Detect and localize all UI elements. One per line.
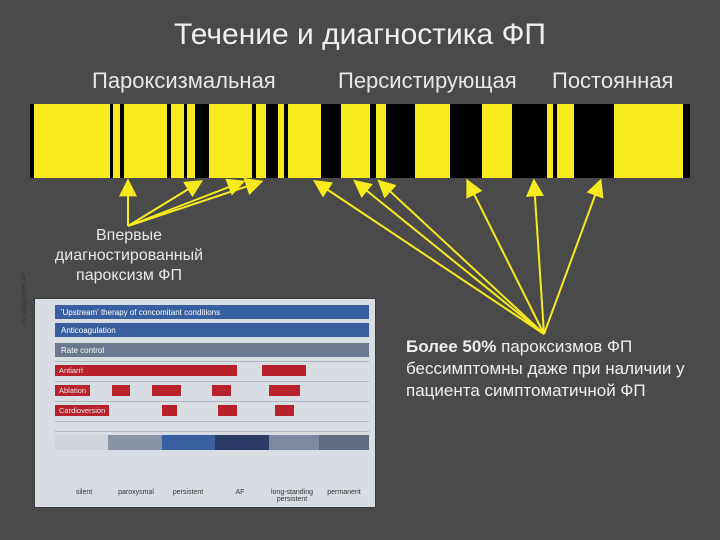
chart-block — [112, 385, 131, 396]
phase-label-permanent: Постоянная — [552, 68, 673, 94]
barcode-segment — [34, 104, 110, 178]
chart-x-labels: silentparoxysmalpersistentAFlong-standin… — [59, 489, 369, 503]
barcode-segment — [574, 104, 614, 178]
chart-block — [275, 405, 294, 416]
phase-label-persistent: Персистирующая — [338, 68, 517, 94]
therapy-timeline-chart: 1st diagnosed AF 'Upstream' therapy of c… — [34, 298, 376, 508]
barcode-segment — [450, 104, 482, 178]
barcode-segment — [195, 104, 210, 178]
barcode-segment — [266, 104, 279, 178]
caption-first-diagnosed: Впервые диагностированный пароксизм ФП — [44, 226, 214, 286]
chart-x-label: permanent — [319, 489, 369, 503]
barcode-segment — [482, 104, 512, 178]
barcode-segment — [187, 104, 195, 178]
chart-rate-band: Rate control — [55, 343, 369, 357]
chart-gridline — [55, 431, 369, 432]
caption-line: диагностированный — [55, 247, 203, 264]
caption-line: Впервые — [96, 227, 162, 244]
chart-block — [212, 385, 231, 396]
barcode-segment — [321, 104, 341, 178]
phase-label-paroxysmal: Пароксизмальная — [92, 68, 276, 94]
arrow — [356, 182, 544, 334]
barcode-segment — [113, 104, 120, 178]
barcode-segment — [614, 104, 683, 178]
caption-line: пароксизм ФП — [76, 267, 182, 284]
chart-x-label: paroxysmal — [111, 489, 161, 503]
arrow — [468, 182, 544, 334]
chart-block — [218, 405, 237, 416]
chart-timeline-cell — [55, 435, 108, 450]
chart-x-label: silent — [59, 489, 109, 503]
arrow — [534, 182, 544, 334]
barcode-segment — [171, 104, 184, 178]
chart-anticoag-band: Anticoagulation — [55, 323, 369, 337]
af-barcode — [30, 104, 690, 178]
chart-row-label: Cardioversion — [55, 405, 109, 416]
slide: Течение и диагностика ФП Пароксизмальная… — [0, 0, 720, 540]
barcode-segment — [386, 104, 415, 178]
barcode-segment — [288, 104, 321, 178]
chart-block — [152, 385, 180, 396]
chart-x-label: long-standing persistent — [267, 489, 317, 503]
chart-block — [162, 405, 178, 416]
barcode-segment — [415, 104, 450, 178]
chart-timeline-cell — [162, 435, 215, 450]
barcode-segment — [256, 104, 265, 178]
chart-block — [83, 365, 237, 376]
chart-row-label: Ablation — [55, 385, 90, 396]
caption-asymptomatic: Более 50% пароксизмов ФП бессимптомны да… — [406, 336, 696, 402]
arrow — [128, 182, 260, 226]
chart-gridline — [55, 421, 369, 422]
chart-timeline-cell — [269, 435, 319, 450]
arrow — [380, 182, 544, 334]
chart-timeline-cell — [108, 435, 161, 450]
caption-bold: Более 50% — [406, 337, 496, 356]
chart-gridline — [55, 401, 369, 402]
chart-y-axis-label: 1st diagnosed AF — [21, 239, 28, 359]
barcode-segment — [557, 104, 574, 178]
chart-header-band: 'Upstream' therapy of concomitant condit… — [55, 305, 369, 319]
barcode-segment — [512, 104, 547, 178]
chart-block — [269, 385, 300, 396]
chart-timeline — [55, 435, 369, 450]
chart-gridline — [55, 381, 369, 382]
chart-timeline-cell — [215, 435, 268, 450]
chart-gridline — [55, 361, 369, 362]
barcode-segment — [209, 104, 252, 178]
arrow — [128, 182, 242, 226]
barcode-segment — [341, 104, 371, 178]
chart-timeline-cell — [319, 435, 369, 450]
arrow — [544, 182, 600, 334]
chart-x-label: persistent — [163, 489, 213, 503]
slide-title: Течение и диагностика ФП — [0, 0, 720, 52]
chart-x-label: AF — [215, 489, 265, 503]
arrow — [128, 182, 200, 226]
barcode-segment — [124, 104, 167, 178]
barcode-segment — [376, 104, 386, 178]
chart-block — [262, 365, 306, 376]
